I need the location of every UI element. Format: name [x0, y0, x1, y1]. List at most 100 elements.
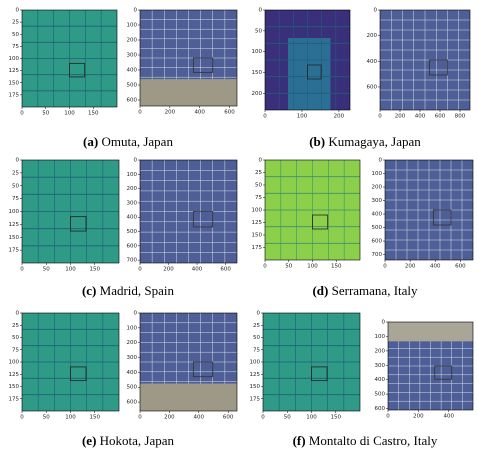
- x-tick-label: 50: [43, 415, 50, 421]
- y-tick-label: 125: [9, 372, 20, 378]
- x-tick-label: 0: [20, 267, 24, 273]
- caption: (d) Serramana, Italy: [312, 283, 418, 298]
- y-tick-label: 700: [372, 252, 383, 258]
- x-tick-label: 400: [415, 114, 426, 120]
- y-tick-label: 0: [16, 158, 20, 164]
- target-box: [432, 209, 452, 226]
- caption-text: Kumagaya, Japan: [328, 134, 421, 149]
- caption-label: (b): [309, 134, 325, 149]
- y-tick-label: 125: [9, 68, 20, 74]
- y-tick-label: 50: [12, 183, 19, 189]
- y-tick-label: 0: [16, 8, 20, 14]
- x-tick-label: 150: [331, 264, 342, 270]
- x-tick-label: 800: [455, 114, 466, 120]
- x-tick-label: 0: [386, 414, 390, 420]
- x-tick-label: 600: [223, 415, 234, 421]
- y-tick-label: 100: [372, 171, 383, 177]
- y-tick-label: 150: [9, 384, 20, 390]
- target-box: [192, 211, 214, 228]
- ground: [388, 322, 473, 342]
- y-tick-label: 75: [12, 196, 19, 202]
- y-tick-label: 400: [372, 212, 383, 218]
- x-tick-label: 400: [192, 267, 203, 273]
- y-tick-label: 150: [252, 70, 263, 76]
- x-tick-label: 0: [138, 110, 142, 116]
- y-tick-label: 50: [253, 335, 260, 341]
- y-tick-label: 100: [250, 360, 261, 366]
- y-tick-label: 175: [252, 245, 263, 251]
- caption-label: (f): [293, 433, 306, 448]
- x-tick-label: 100: [65, 267, 76, 273]
- y-tick-label: 125: [9, 222, 20, 228]
- y-tick-label: 200: [367, 33, 378, 39]
- image-frame: [139, 312, 238, 412]
- y-tick-label: 200: [252, 91, 263, 97]
- caption: (c) Madrid, Spain: [82, 283, 175, 298]
- y-tick-label: 0: [382, 320, 386, 326]
- y-tick-label: 300: [127, 200, 138, 206]
- x-tick-label: 200: [334, 114, 345, 120]
- caption-text: Hokota, Japan: [100, 433, 175, 448]
- y-tick-label: 125: [250, 372, 261, 378]
- target-box: [70, 216, 87, 232]
- y-tick-label: 25: [255, 170, 262, 176]
- y-tick-label: 75: [255, 195, 262, 201]
- target-box: [192, 57, 214, 73]
- y-tick-label: 600: [127, 400, 138, 406]
- y-tick-label: 700: [127, 258, 138, 264]
- target-box: [429, 59, 448, 76]
- x-tick-label: 100: [306, 415, 317, 421]
- y-tick-label: 300: [375, 363, 386, 369]
- y-tick-label: 200: [372, 185, 383, 191]
- x-tick-label: 400: [194, 110, 205, 116]
- target-box: [307, 64, 322, 80]
- y-tick-label: 600: [372, 239, 383, 245]
- image-frame: [379, 9, 471, 111]
- target-box: [192, 361, 214, 378]
- caption-label: (d): [312, 283, 328, 298]
- y-tick-label: 25: [253, 323, 260, 329]
- caption: (b) Kumagaya, Japan: [309, 134, 421, 149]
- x-tick-label: 150: [90, 415, 101, 421]
- y-tick-label: 0: [134, 158, 138, 164]
- caption: (f) Montalto di Castro, Italy: [293, 433, 438, 448]
- y-tick-label: 150: [9, 80, 20, 86]
- y-tick-label: 25: [12, 170, 19, 176]
- x-tick-label: 0: [20, 415, 24, 421]
- y-tick-label: 175: [9, 92, 20, 98]
- y-tick-label: 0: [259, 158, 263, 164]
- caption: (a) Omuta, Japan: [83, 134, 173, 149]
- y-tick-label: 400: [367, 59, 378, 65]
- y-tick-label: 100: [252, 49, 263, 55]
- caption-label: (a): [83, 134, 98, 149]
- x-tick-label: 600: [455, 264, 466, 270]
- caption-text: Montalto di Castro, Italy: [309, 433, 438, 448]
- y-tick-label: 600: [375, 406, 386, 412]
- y-tick-label: 50: [255, 28, 262, 34]
- target-box: [312, 214, 329, 230]
- y-tick-label: 400: [127, 215, 138, 221]
- y-tick-label: 0: [257, 311, 261, 317]
- y-tick-label: 100: [252, 208, 263, 214]
- y-tick-label: 0: [374, 8, 378, 14]
- caption-label: (e): [82, 433, 96, 448]
- y-tick-label: 25: [12, 20, 19, 26]
- x-tick-label: 200: [164, 415, 175, 421]
- x-tick-label: 50: [43, 267, 50, 273]
- x-tick-label: 100: [64, 111, 75, 117]
- y-tick-label: 300: [372, 198, 383, 204]
- y-tick-label: 200: [127, 340, 138, 346]
- caption-text: Omuta, Japan: [101, 134, 173, 149]
- x-tick-label: 50: [285, 264, 292, 270]
- y-tick-label: 100: [9, 209, 20, 215]
- y-tick-label: 100: [375, 334, 386, 340]
- x-tick-label: 150: [90, 267, 101, 273]
- y-tick-label: 100: [127, 23, 138, 29]
- x-tick-label: 400: [443, 414, 454, 420]
- image-frame: [384, 159, 474, 261]
- y-tick-label: 125: [252, 220, 263, 226]
- x-tick-label: 200: [163, 267, 174, 273]
- x-tick-label: 600: [224, 110, 235, 116]
- y-tick-label: 500: [127, 83, 138, 89]
- x-tick-label: 0: [261, 415, 265, 421]
